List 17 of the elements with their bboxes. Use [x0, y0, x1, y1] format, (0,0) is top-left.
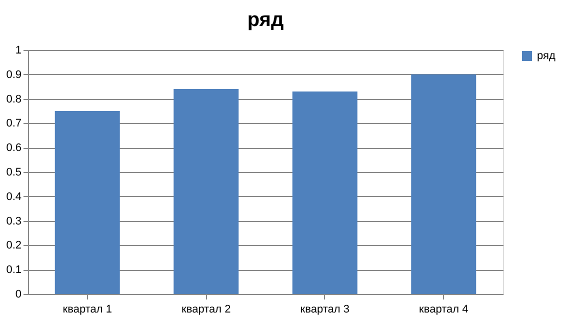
y-tick-label: 0.1 [6, 264, 22, 276]
x-tick-label: квартал 4 [419, 304, 468, 316]
x-tick-label: квартал 1 [62, 304, 112, 316]
y-tick-label: 0.2 [6, 240, 22, 252]
y-tick-label: 0.3 [6, 215, 22, 228]
y-tick-label: 0.6 [6, 142, 22, 154]
y-tick-label: 0 [15, 288, 22, 300]
legend-label: ряд [537, 50, 556, 62]
y-tick-label: 0.7 [6, 118, 22, 130]
y-tick-label: 1 [15, 44, 22, 56]
x-tick-label: квартал 2 [182, 304, 231, 316]
y-tick-label: 0.4 [6, 190, 22, 203]
chart-title: ряд [247, 9, 284, 31]
y-tick-label: 0.8 [6, 93, 22, 106]
y-tick-label: 0.9 [6, 68, 22, 81]
y-tick-label: 0.5 [6, 166, 22, 178]
x-tick-label: квартал 3 [300, 304, 350, 316]
